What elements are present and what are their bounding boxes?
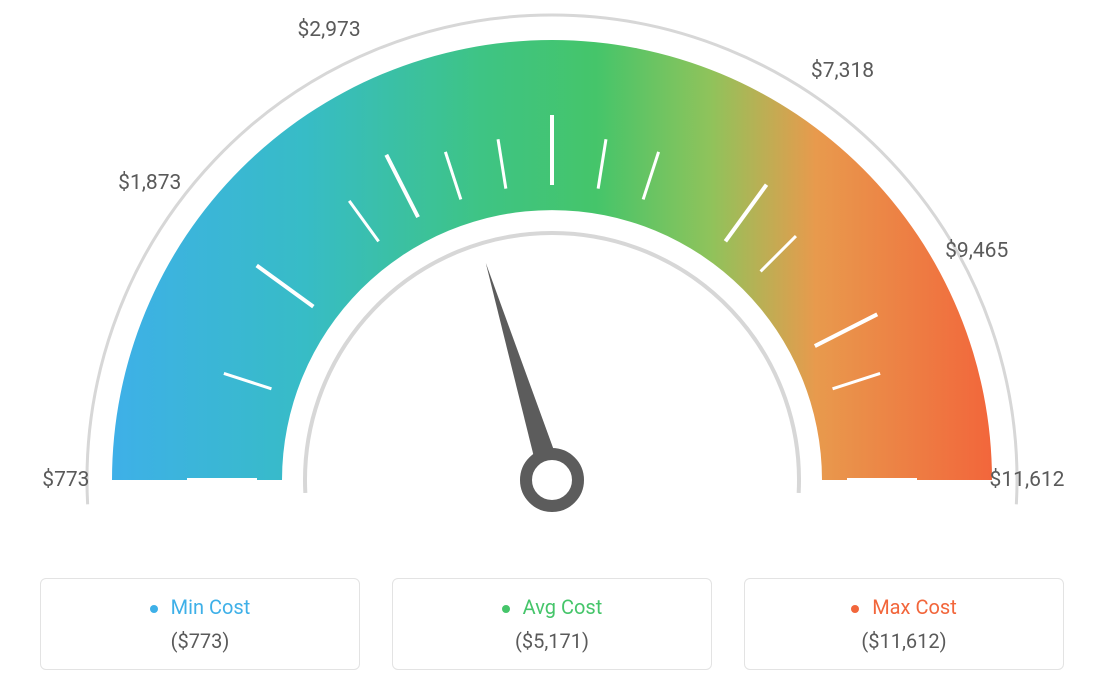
legend-title-avg: Avg Cost [405, 595, 699, 619]
legend-value-min: ($773) [53, 629, 347, 653]
gauge-tick-label: $1,873 [118, 171, 181, 195]
legend-title-text-avg: Avg Cost [523, 595, 603, 619]
legend-title-max: Max Cost [757, 595, 1051, 619]
legend-dot-avg [502, 605, 510, 613]
gauge-tick-label: $7,318 [811, 59, 874, 83]
gauge-tick-label: $2,973 [297, 18, 360, 42]
legend-card-max: Max Cost ($11,612) [744, 578, 1064, 670]
cost-gauge: $773$1,873$2,973$5,171$7,318$9,465$11,61… [0, 0, 1104, 560]
gauge-svg [0, 0, 1104, 560]
legend-row: Min Cost ($773) Avg Cost ($5,171) Max Co… [40, 578, 1064, 670]
legend-value-avg: ($5,171) [405, 629, 699, 653]
gauge-tick-label: $9,465 [945, 239, 1008, 263]
legend-value-max: ($11,612) [757, 629, 1051, 653]
gauge-tick-label: $773 [42, 468, 89, 492]
legend-title-min: Min Cost [53, 595, 347, 619]
gauge-tick-label: $11,612 [990, 468, 1065, 492]
legend-title-text-min: Min Cost [171, 595, 251, 619]
legend-card-avg: Avg Cost ($5,171) [392, 578, 712, 670]
legend-dot-min [150, 605, 158, 613]
legend-card-min: Min Cost ($773) [40, 578, 360, 670]
legend-title-text-max: Max Cost [872, 595, 957, 619]
legend-dot-max [851, 605, 859, 613]
